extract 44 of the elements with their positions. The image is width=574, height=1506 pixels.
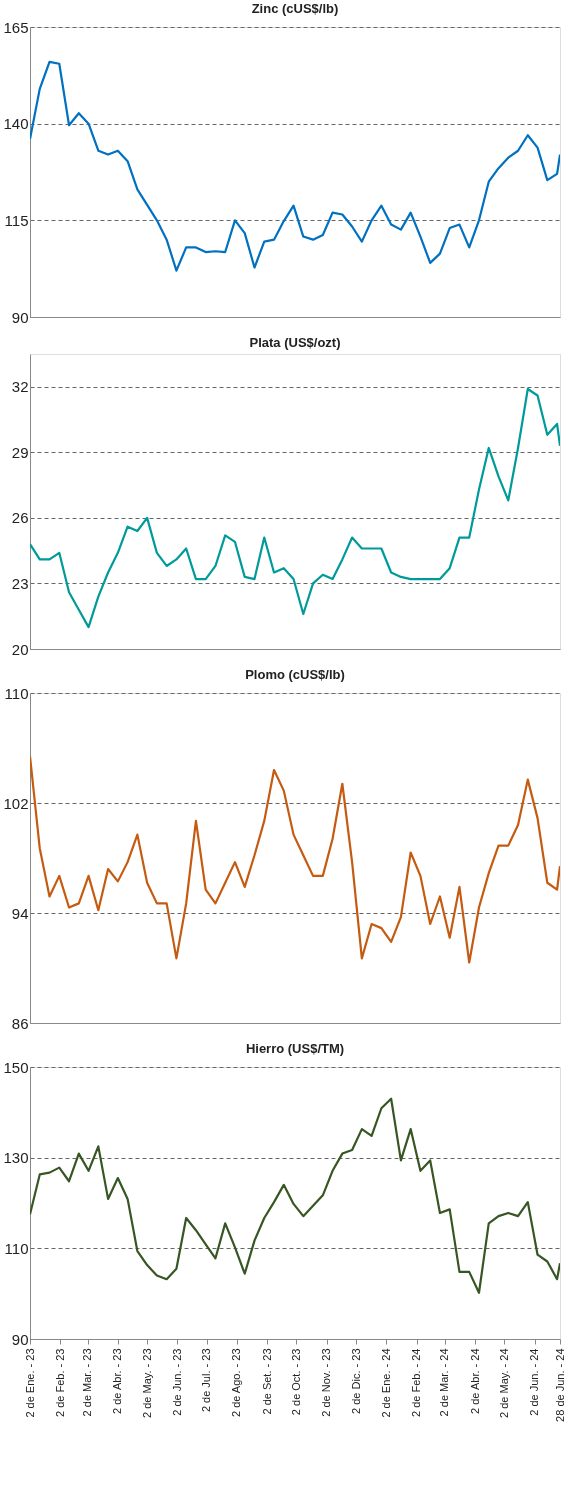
y-tick-label: 32 (11, 378, 29, 396)
chart-title: Plata (US$/ozt) (249, 335, 341, 350)
x-tick-label: 2 de Ene. - 24 (379, 1348, 392, 1418)
chart-title: Hierro (US$/TM) (245, 1041, 345, 1056)
x-tick-label: 2 de Mar. - 23 (81, 1348, 94, 1417)
y-tick-label: 110 (4, 684, 29, 702)
x-tick-label: 2 de Ago. - 23 (230, 1348, 243, 1417)
x-tick-label: 2 de Jun. - 24 (528, 1348, 541, 1416)
y-tick-label: 90 (11, 1330, 29, 1348)
x-tick-label: 2 de Ene. - 23 (23, 1348, 36, 1418)
x-tick-label: 2 de Set. - 23 (260, 1348, 273, 1415)
x-tick-label: 28 de Jun. - 24 (553, 1348, 566, 1422)
y-tick-label: 26 (11, 509, 29, 527)
x-tick-label: 2 de Feb. - 24 (410, 1348, 423, 1417)
y-tick-label: 20 (11, 640, 29, 658)
x-tick-label: 2 de Jul. - 23 (200, 1348, 213, 1413)
x-tick-label: 2 de Feb. - 23 (53, 1348, 66, 1417)
chart-title: Zinc (cUS$/lb) (251, 1, 339, 16)
y-tick-label: 29 (11, 443, 29, 461)
y-tick-label: 110 (4, 1239, 29, 1257)
y-tick-label: 140 (3, 115, 29, 133)
y-tick-label: 102 (3, 794, 29, 812)
line-series (30, 755, 560, 964)
x-tick-label: 2 de Nov. - 23 (320, 1348, 333, 1417)
y-tick-label: 150 (3, 1058, 29, 1076)
x-tick-label: 2 de Abr. - 24 (468, 1348, 481, 1414)
y-tick-label: 94 (11, 904, 29, 922)
x-tick-label: 2 de Jun. - 23 (170, 1348, 183, 1416)
chart-title: Plomo (cUS$/lb) (245, 667, 345, 682)
y-tick-label: 165 (3, 18, 29, 36)
x-tick-label: 2 de Dic. - 23 (349, 1348, 362, 1414)
x-tick-label: 2 de May. - 23 (140, 1348, 153, 1418)
line-series (30, 1097, 560, 1294)
y-tick-label: 90 (11, 308, 29, 326)
y-tick-label: 115 (4, 211, 29, 229)
y-tick-label: 130 (3, 1149, 29, 1167)
x-tick-label: 2 de Mar. - 24 (438, 1348, 451, 1417)
line-series (30, 60, 560, 272)
x-tick-label: 2 de Oct. - 23 (289, 1348, 302, 1416)
x-tick-label: 2 de May. - 24 (497, 1348, 510, 1418)
x-tick-label: 2 de Abr. - 23 (111, 1348, 124, 1414)
y-tick-label: 23 (11, 574, 29, 592)
line-series (30, 387, 560, 629)
y-tick-label: 86 (11, 1014, 29, 1032)
